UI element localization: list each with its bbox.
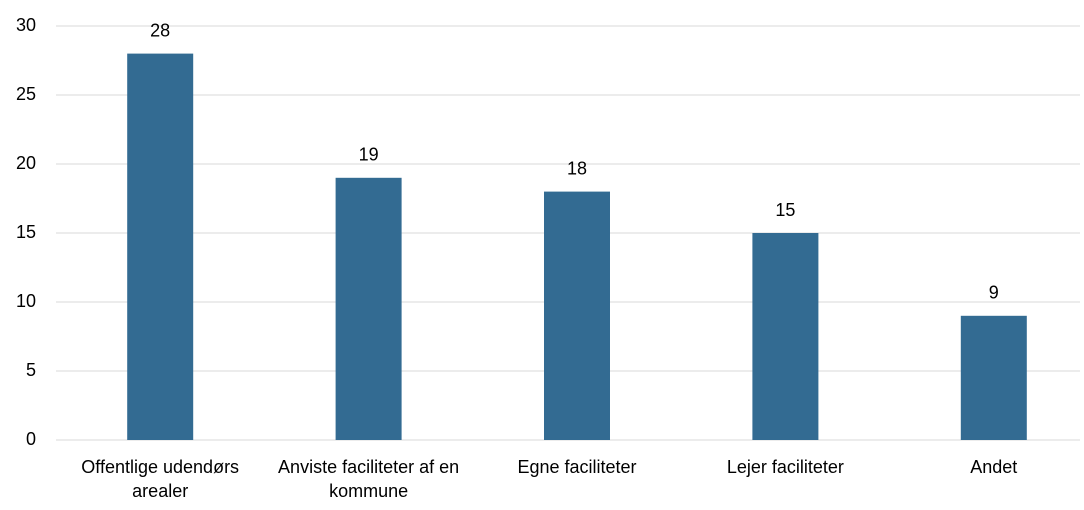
data-label: 15 [775, 200, 795, 220]
data-label: 28 [150, 20, 170, 40]
bar [335, 177, 402, 441]
y-tick-label: 10 [16, 291, 36, 311]
y-tick-label: 0 [26, 429, 36, 449]
x-tick-label: Offentlige udendørs arealer [81, 457, 240, 501]
y-tick-label: 30 [16, 15, 36, 35]
x-tick-label: Lejer faciliteter [726, 457, 844, 477]
x-tick-label: Anviste faciliteter af en kommune [278, 457, 460, 501]
x-tick-label: Egne faciliteter [517, 457, 637, 477]
data-label: 18 [567, 158, 587, 178]
bar [544, 191, 610, 440]
bar [752, 233, 819, 440]
x-tick-label: Andet [970, 457, 1018, 477]
bar [960, 315, 1027, 440]
y-tick-label: 20 [16, 153, 36, 173]
bar [127, 53, 194, 440]
data-label: 19 [359, 145, 379, 165]
y-tick-label: 25 [16, 84, 36, 104]
y-tick-label: 5 [26, 360, 36, 380]
y-tick-label: 15 [16, 222, 36, 242]
data-label: 9 [989, 283, 999, 303]
